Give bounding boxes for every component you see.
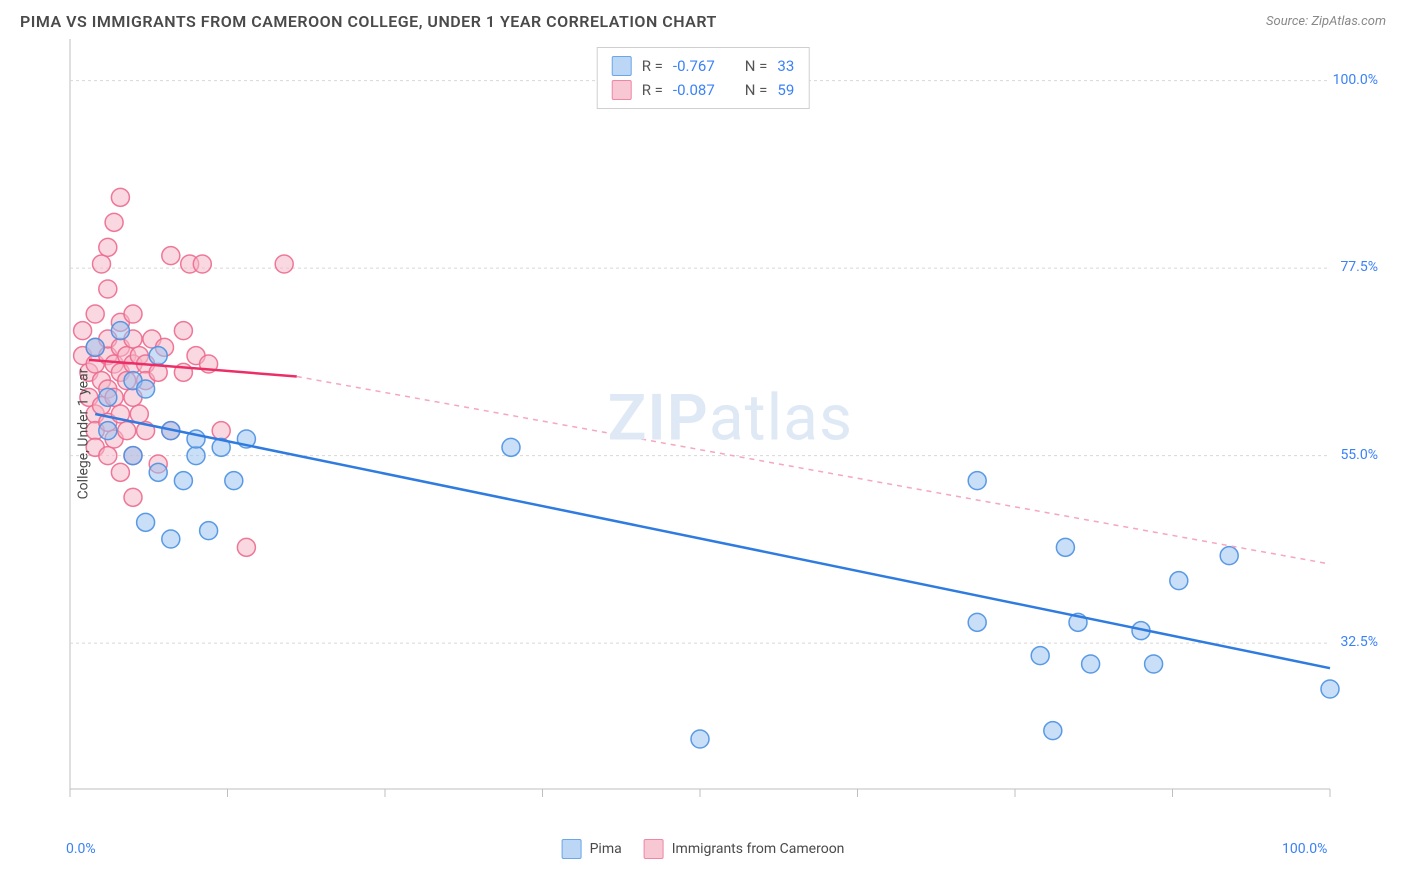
y-tick-label: 55.0% [1340, 447, 1378, 463]
legend-swatch-pima [612, 56, 632, 76]
correlation-legend: R = -0.767 N = 33 R = -0.087 N = 59 [597, 47, 810, 109]
legend-swatch-cameroon [644, 839, 664, 859]
y-tick-label: 100.0% [1333, 72, 1378, 88]
chart-title: PIMA VS IMMIGRANTS FROM CAMEROON COLLEGE… [20, 12, 717, 31]
r-label: R = [642, 78, 663, 102]
legend-swatch-pima [562, 839, 582, 859]
y-axis-label: College, Under 1 year [75, 369, 91, 500]
source-name: ZipAtlas.com [1311, 14, 1386, 29]
legend-label-pima: Pima [590, 841, 622, 857]
n-value-pima: 33 [777, 54, 794, 78]
legend-row-cameroon: R = -0.087 N = 59 [612, 78, 795, 102]
r-label: R = [642, 54, 663, 78]
x-tick-label: 0.0% [66, 841, 96, 857]
scatter-plot [20, 39, 1386, 829]
legend-item-pima: Pima [562, 839, 622, 859]
legend-item-cameroon: Immigrants from Cameroon [644, 839, 845, 859]
y-tick-label: 77.5% [1340, 259, 1378, 275]
legend-row-pima: R = -0.767 N = 33 [612, 54, 795, 78]
source-prefix: Source: [1266, 14, 1311, 29]
source-credit: Source: ZipAtlas.com [1266, 14, 1386, 29]
legend-swatch-cameroon [612, 80, 632, 100]
x-tick-label: 100.0% [1282, 841, 1327, 857]
y-tick-label: 32.5% [1340, 634, 1378, 650]
r-value-pima: -0.767 [673, 54, 715, 78]
r-value-cameroon: -0.087 [673, 78, 715, 102]
series-legend: Pima Immigrants from Cameroon [562, 839, 845, 859]
chart-header: PIMA VS IMMIGRANTS FROM CAMEROON COLLEGE… [0, 0, 1406, 39]
n-label: N = [745, 78, 768, 102]
chart-area: College, Under 1 year ZIPatlas R = -0.76… [20, 39, 1386, 829]
legend-label-cameroon: Immigrants from Cameroon [672, 841, 845, 857]
n-value-cameroon: 59 [777, 78, 794, 102]
n-label: N = [745, 54, 768, 78]
